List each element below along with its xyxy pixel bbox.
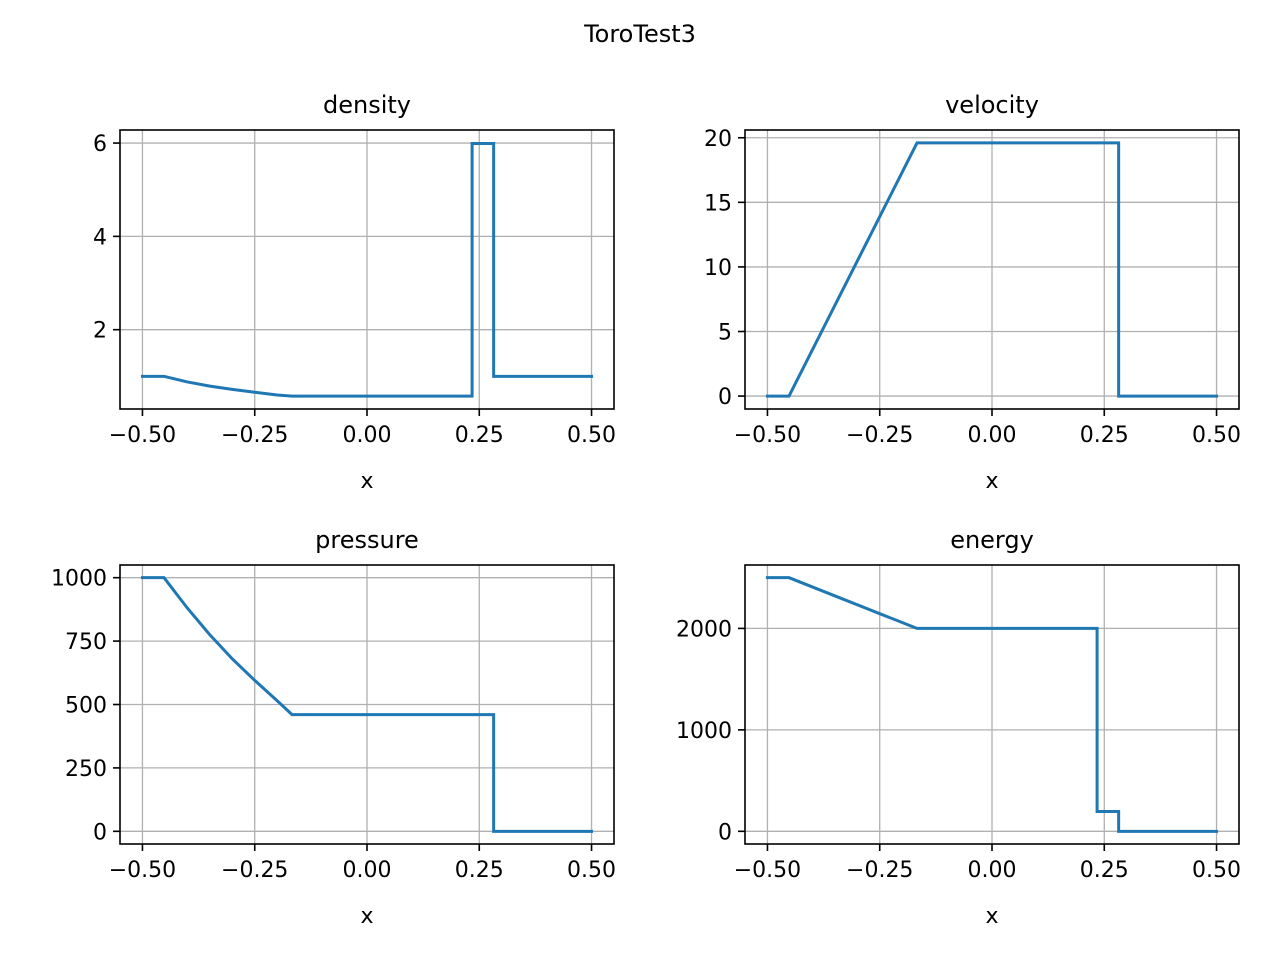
series-line (140, 576, 594, 833)
subplot-velocity: velocity −0.50 −0.25 0.00 0.25 0.5005101520 … (704, 91, 1241, 494)
x-tick-label: 0.00 (968, 423, 1017, 448)
y-tick-label: 1000 (676, 719, 732, 744)
x-tick-label: 0.00 (343, 423, 392, 448)
y-tick-label: 5 (718, 321, 732, 346)
x-axis-label: x (360, 469, 373, 494)
plot-area: −0.50 −0.25 0.00 0.25 0.50 0 250 500 750 1000 (51, 564, 616, 883)
y-tick-label: 0 (718, 820, 732, 845)
plot-area: −0.50 −0.25 0.00 0.25 0.50 2 4 6 (93, 129, 616, 448)
y-tick-label: 10 (704, 256, 732, 281)
x-tick-label: −0.50 (109, 423, 176, 448)
subplot-pressure: pressure −0.50 −0.25 0.00 0.25 0.50 0 250 500 75… (51, 526, 616, 929)
y-tick-label: 4 (93, 225, 107, 250)
plot-area: −0.50 −0.25 0.00 0.25 0.50 0 1000 2000 (676, 564, 1241, 883)
x-tick-label: 0.25 (455, 858, 504, 883)
x-tick-label: 0.25 (1080, 858, 1129, 883)
y-tick-label: 0 (718, 385, 732, 410)
x-tick-label: −0.25 (846, 423, 913, 448)
series-line (765, 576, 1219, 833)
x-tick-label: −0.50 (109, 858, 176, 883)
x-tick-label: 0.50 (1192, 858, 1241, 883)
x-tick-label: −0.25 (221, 423, 288, 448)
subplot-energy: energy −0.50 −0.25 0.00 0.25 0.50 0 1000 2000 x (676, 526, 1241, 929)
subplot-title: pressure (315, 526, 419, 554)
x-tick-label: 0.25 (1080, 423, 1129, 448)
x-tick-label: 0.25 (455, 423, 504, 448)
y-tick-label: 0 (93, 820, 107, 845)
y-tick-label: 15 (704, 191, 732, 216)
x-tick-label: −0.25 (846, 858, 913, 883)
x-tick-label: −0.50 (734, 858, 801, 883)
y-tick-label: 250 (65, 757, 107, 782)
plot-area: −0.50 −0.25 0.00 0.25 0.50 0 5 10 15 20 (704, 127, 1241, 448)
x-tick-label: 0.50 (567, 423, 616, 448)
series-line (140, 142, 594, 398)
y-tick-label: 6 (93, 132, 107, 157)
subplot-title: density (323, 91, 411, 119)
x-tick-label: −0.50 (734, 423, 801, 448)
x-axis-label: x (985, 469, 998, 494)
x-tick-label: −0.25 (221, 858, 288, 883)
y-tick-label: 20 (704, 127, 732, 152)
y-tick-label: 1000 (51, 567, 107, 592)
x-tick-label: 0.50 (567, 858, 616, 883)
series-line (765, 141, 1219, 398)
figure-title: ToroTest3 (584, 20, 696, 48)
y-tick-label: 2 (93, 319, 107, 344)
y-tick-label: 750 (65, 630, 107, 655)
subplot-density: density −0.50 −0.25 0.00 0.25 0.50 2 4 6 x (93, 91, 616, 494)
x-axis-label: x (985, 904, 998, 929)
subplot-title: energy (950, 526, 1034, 554)
y-tick-label: 2000 (676, 617, 732, 642)
x-tick-label: 0.50 (1192, 423, 1241, 448)
subplot-title: velocity (945, 91, 1039, 119)
y-tick-label: 500 (65, 694, 107, 719)
x-tick-label: 0.00 (968, 858, 1017, 883)
x-axis-label: x (360, 904, 373, 929)
x-tick-label: 0.00 (343, 858, 392, 883)
